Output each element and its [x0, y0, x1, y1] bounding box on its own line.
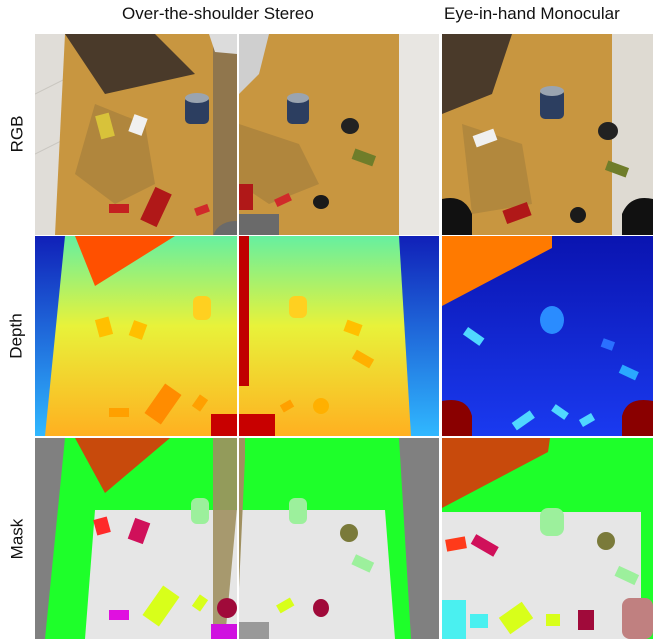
mask-stereo-left-image — [35, 438, 237, 639]
rgb-eye-in-hand-image — [442, 34, 653, 235]
rgb-stereo-right-image — [239, 34, 439, 235]
mask-eye-in-hand-image — [442, 438, 653, 639]
depth-stereo-right-image — [239, 236, 439, 436]
row-label-depth-text: Depth — [7, 313, 26, 359]
row-label-rgb-text: RGB — [7, 115, 26, 153]
mask-stereo-right-image — [239, 438, 439, 639]
column-header-stereo: Over-the-shoulder Stereo — [122, 4, 314, 23]
depth-stereo-left-image — [35, 236, 237, 436]
row-label-mask-text: Mask — [7, 518, 26, 559]
depth-eye-in-hand-image — [442, 236, 653, 436]
column-header-monocular: Eye-in-hand Monocular — [444, 4, 620, 23]
row-label-depth: Depth — [4, 236, 30, 436]
rgb-stereo-left-image — [35, 34, 237, 235]
row-label-rgb: RGB — [4, 34, 30, 234]
row-label-mask: Mask — [4, 438, 30, 639]
